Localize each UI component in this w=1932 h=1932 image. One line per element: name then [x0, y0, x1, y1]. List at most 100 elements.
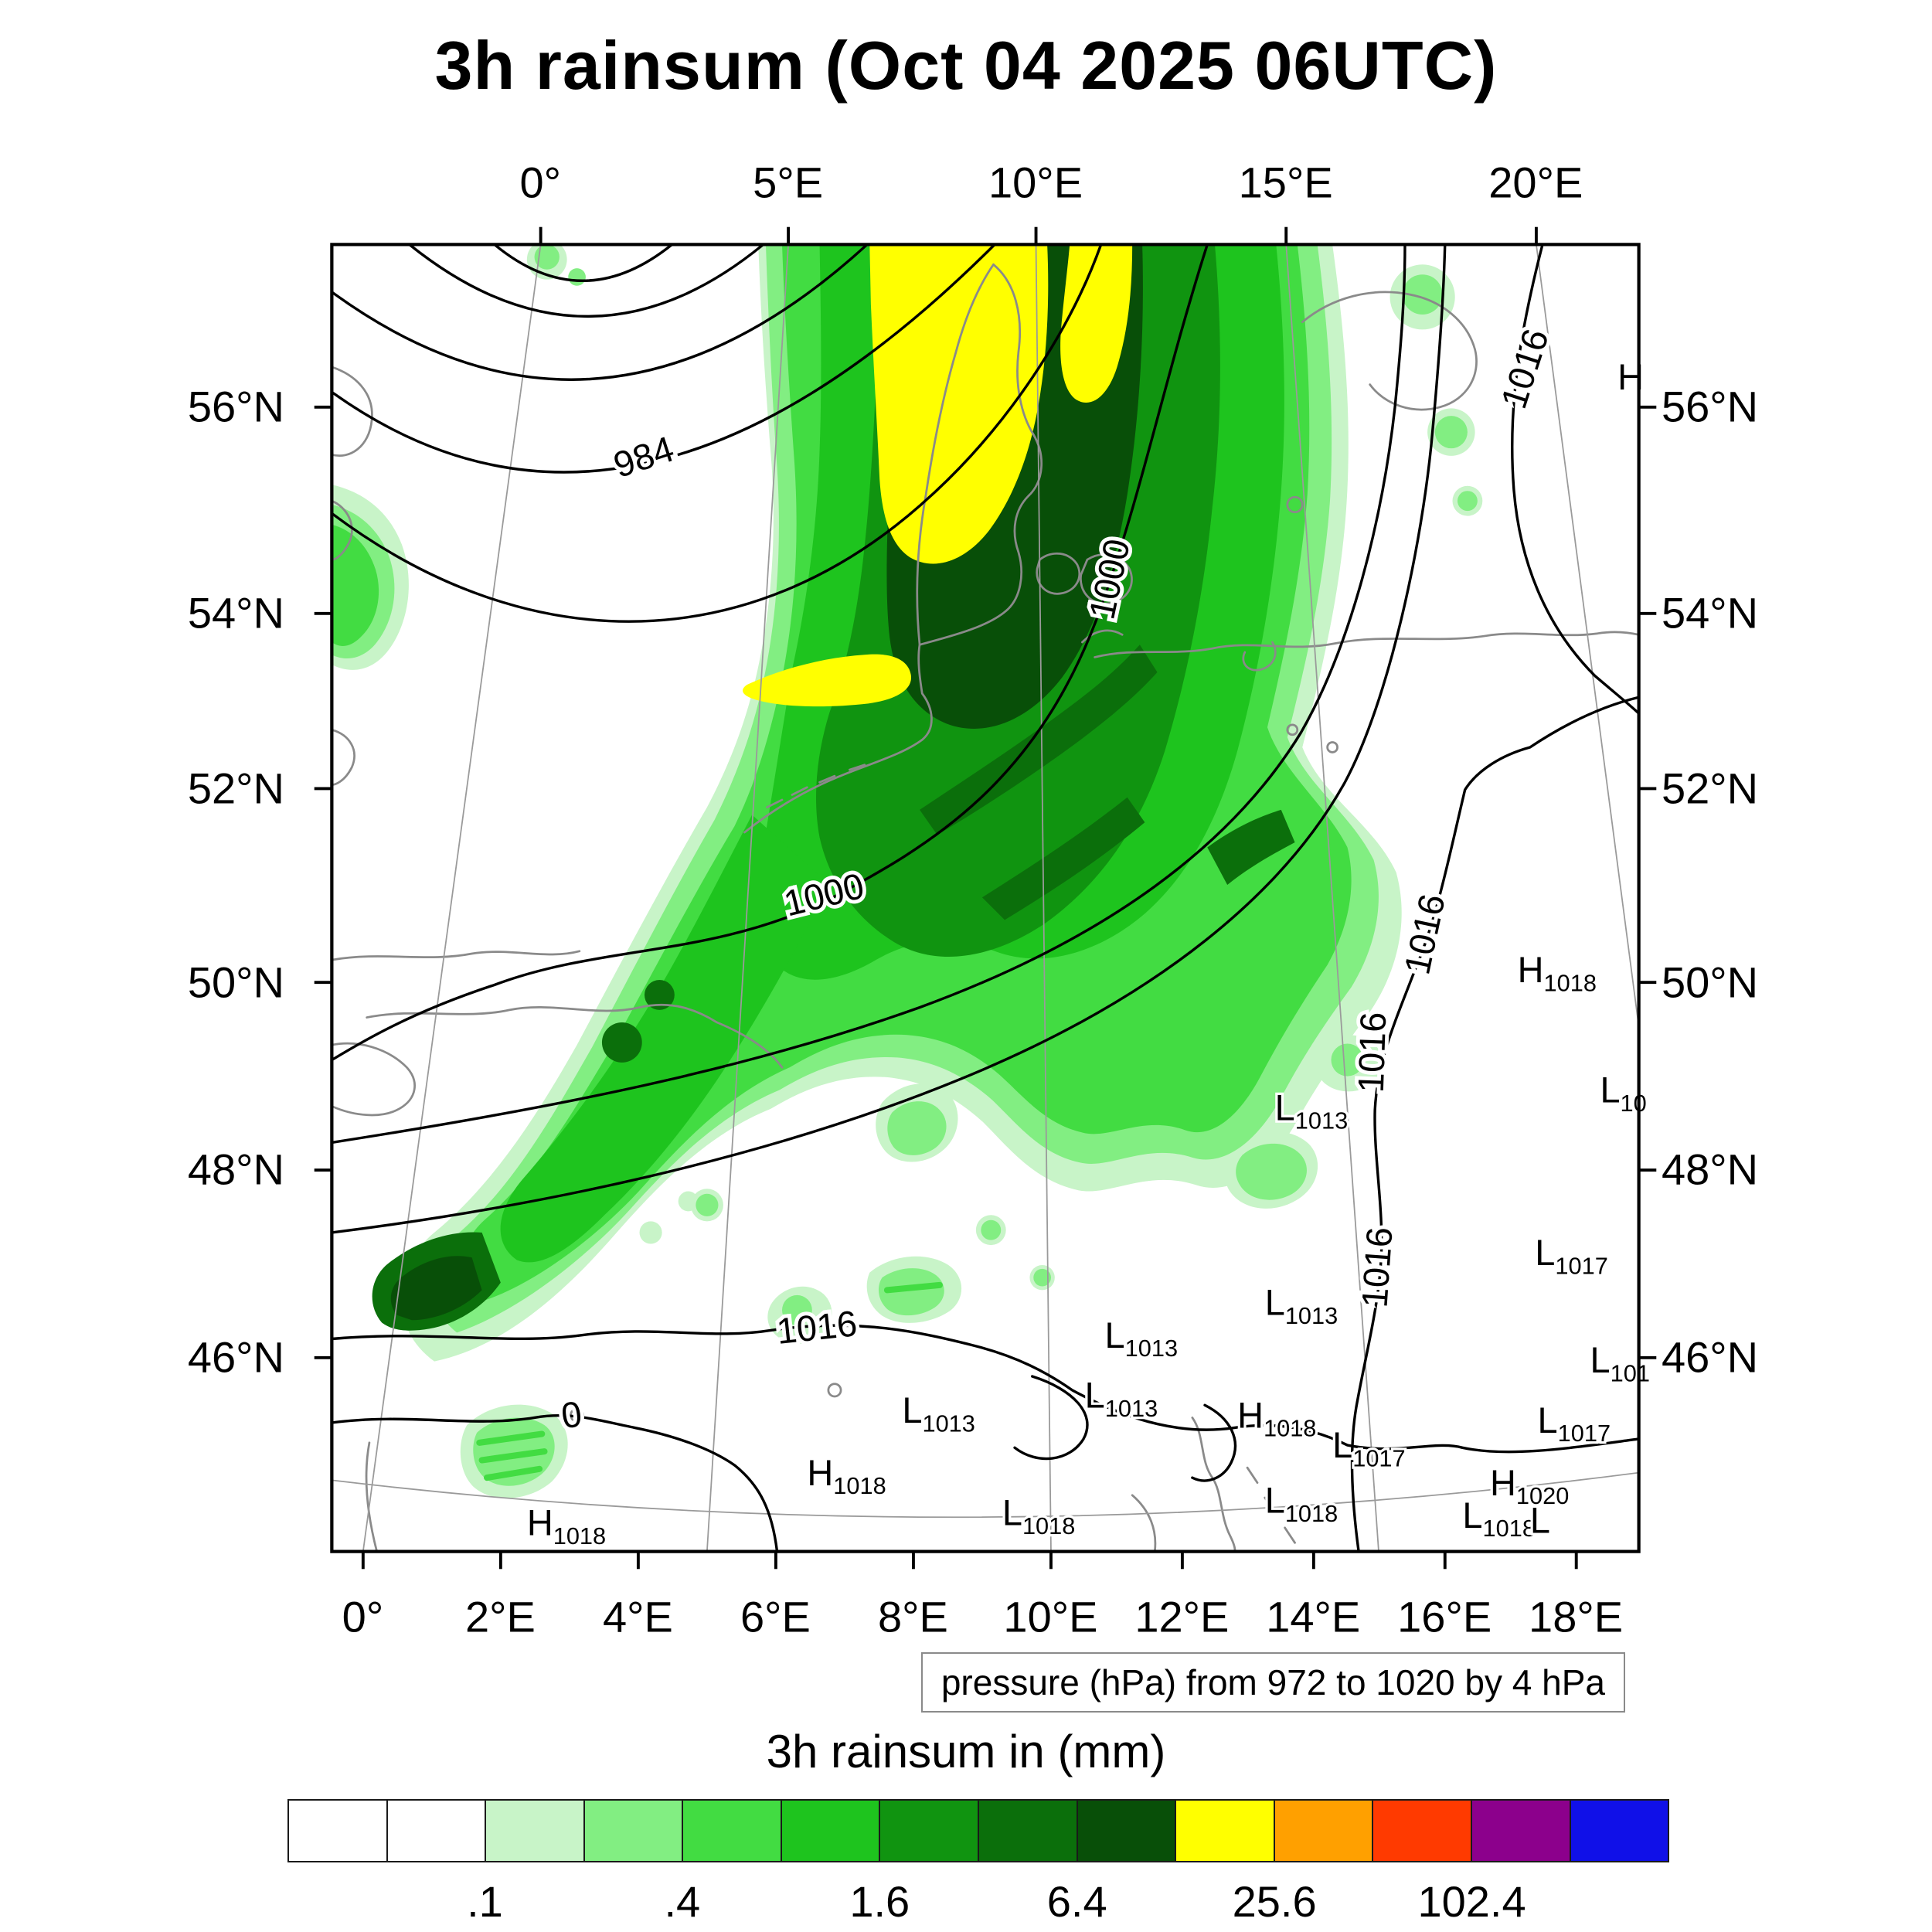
low-pressure-center: L1017 — [1332, 1425, 1406, 1471]
meridian — [1285, 244, 1379, 1552]
island — [1286, 495, 1304, 514]
coastline — [1301, 291, 1478, 411]
rain-area-light — [878, 1268, 944, 1316]
low-pressure-center: L101 — [1590, 1340, 1650, 1386]
meridian — [1536, 244, 1639, 1032]
precipitation-field — [332, 244, 1483, 1498]
rain-area-medium — [500, 815, 830, 1263]
high-pressure-center: H1018 — [527, 1503, 606, 1549]
low-pressure-center: L — [1530, 1500, 1550, 1540]
rain-area-light — [887, 1101, 947, 1155]
rain-area-light — [1236, 1143, 1307, 1200]
high-pressure-center: H1018 — [1237, 1395, 1316, 1441]
coastline — [332, 728, 355, 786]
axis-label-bottom: 10°E — [1003, 1592, 1098, 1641]
rain-area-light — [1331, 1043, 1364, 1077]
rain-area-darkest — [390, 1256, 482, 1321]
graticule — [332, 244, 1639, 1552]
isobar — [332, 244, 869, 381]
meridian — [1035, 244, 1052, 1552]
page-title: 3h rainsum (Oct 04 2025 06UTC) — [434, 27, 1498, 104]
rain-area-yellow — [743, 654, 912, 707]
colorbar-cell — [583, 1799, 684, 1862]
coastline — [918, 263, 1043, 646]
coastlines — [332, 263, 1639, 1552]
rain-area-light — [568, 268, 586, 286]
isobar — [332, 1324, 1639, 1454]
coastline — [1242, 641, 1277, 672]
lake — [1326, 741, 1338, 753]
coastline — [1191, 1417, 1236, 1552]
rain-streak-dark — [1207, 809, 1295, 886]
rain-area-light — [981, 1219, 1002, 1240]
island — [1246, 1466, 1259, 1484]
rain-area-bright — [332, 524, 379, 646]
coastline — [332, 366, 373, 457]
colorbar-cell — [287, 1799, 388, 1862]
axis-label-top: 0° — [519, 158, 562, 207]
axis-label-right: 50°N — [1662, 957, 1759, 1007]
axis-label-bottom: 12°E — [1134, 1592, 1230, 1641]
axis-label-bottom: 6°E — [740, 1592, 811, 1641]
axis-label-right: 54°N — [1662, 588, 1759, 638]
colorbar-tick-label: 102.4 — [1417, 1877, 1526, 1926]
pressure-caption: pressure (hPa) from 972 to 1020 by 4 hPa — [920, 1652, 1625, 1713]
axis-label-right: 46°N — [1662, 1332, 1759, 1382]
rain-area-light — [534, 244, 560, 270]
colorbar — [287, 1799, 1670, 1862]
isobar — [332, 244, 1103, 623]
axis-label-bottom: 18°E — [1529, 1592, 1624, 1641]
isobar — [493, 244, 674, 282]
high-pressure-center: H1018 — [807, 1453, 886, 1499]
rain-streak-dark — [981, 797, 1145, 920]
pressure-contours — [332, 244, 1639, 1552]
axis-label-bottom: 16°E — [1397, 1592, 1492, 1641]
isobar — [332, 244, 996, 474]
rain-pocket-dark — [644, 980, 675, 1010]
island — [818, 774, 836, 784]
contour-label: 984 — [609, 428, 679, 485]
isobar — [332, 244, 1406, 1145]
colorbar-cell — [386, 1799, 487, 1862]
colorbar-title: 3h rainsum in (mm) — [766, 1726, 1166, 1777]
map-frame — [330, 243, 1641, 1553]
island — [1264, 1496, 1277, 1514]
rain-stripe — [476, 1430, 546, 1446]
colorbar-cell — [1076, 1799, 1177, 1862]
axis-label-top: 20°E — [1488, 158, 1583, 207]
island — [1284, 1526, 1296, 1544]
rain-area-light — [1457, 491, 1478, 512]
isobar — [1350, 696, 1639, 1552]
rain-stripe — [478, 1448, 548, 1464]
axis-label-left: 46°N — [187, 1332, 284, 1382]
rain-area-light — [782, 1294, 812, 1325]
island — [766, 798, 784, 809]
isobar — [1511, 244, 1639, 715]
parallel — [332, 1471, 1639, 1519]
axis-label-right: 52°N — [1662, 764, 1759, 813]
axis-label-left: 54°N — [187, 588, 284, 638]
high-pressure-center: H1018 — [1518, 950, 1597, 996]
axis-label-left: 52°N — [187, 764, 284, 813]
rain-area-light — [1434, 416, 1468, 449]
island — [1080, 553, 1133, 605]
colorbar-tick-label: .1 — [467, 1877, 503, 1926]
axis-label-right: 48°N — [1662, 1145, 1759, 1194]
meridian — [362, 244, 542, 1552]
coastline — [1081, 629, 1124, 644]
colorbar-cell — [1175, 1799, 1275, 1862]
rain-area-light — [1402, 274, 1443, 315]
map-content — [332, 244, 1639, 1552]
axis-label-bottom: 2°E — [465, 1592, 536, 1641]
low-pressure-center: L1017 — [1538, 1400, 1611, 1447]
rain-stripe — [484, 1465, 543, 1481]
isobar — [332, 1414, 779, 1552]
contour-label: 1016 — [1354, 1226, 1400, 1309]
coastline — [1094, 631, 1639, 658]
colorbar-cell — [1273, 1799, 1374, 1862]
isobar — [332, 244, 1447, 1234]
rain-streak-dark — [920, 645, 1158, 835]
contour-label: 1016 — [1351, 1012, 1394, 1094]
